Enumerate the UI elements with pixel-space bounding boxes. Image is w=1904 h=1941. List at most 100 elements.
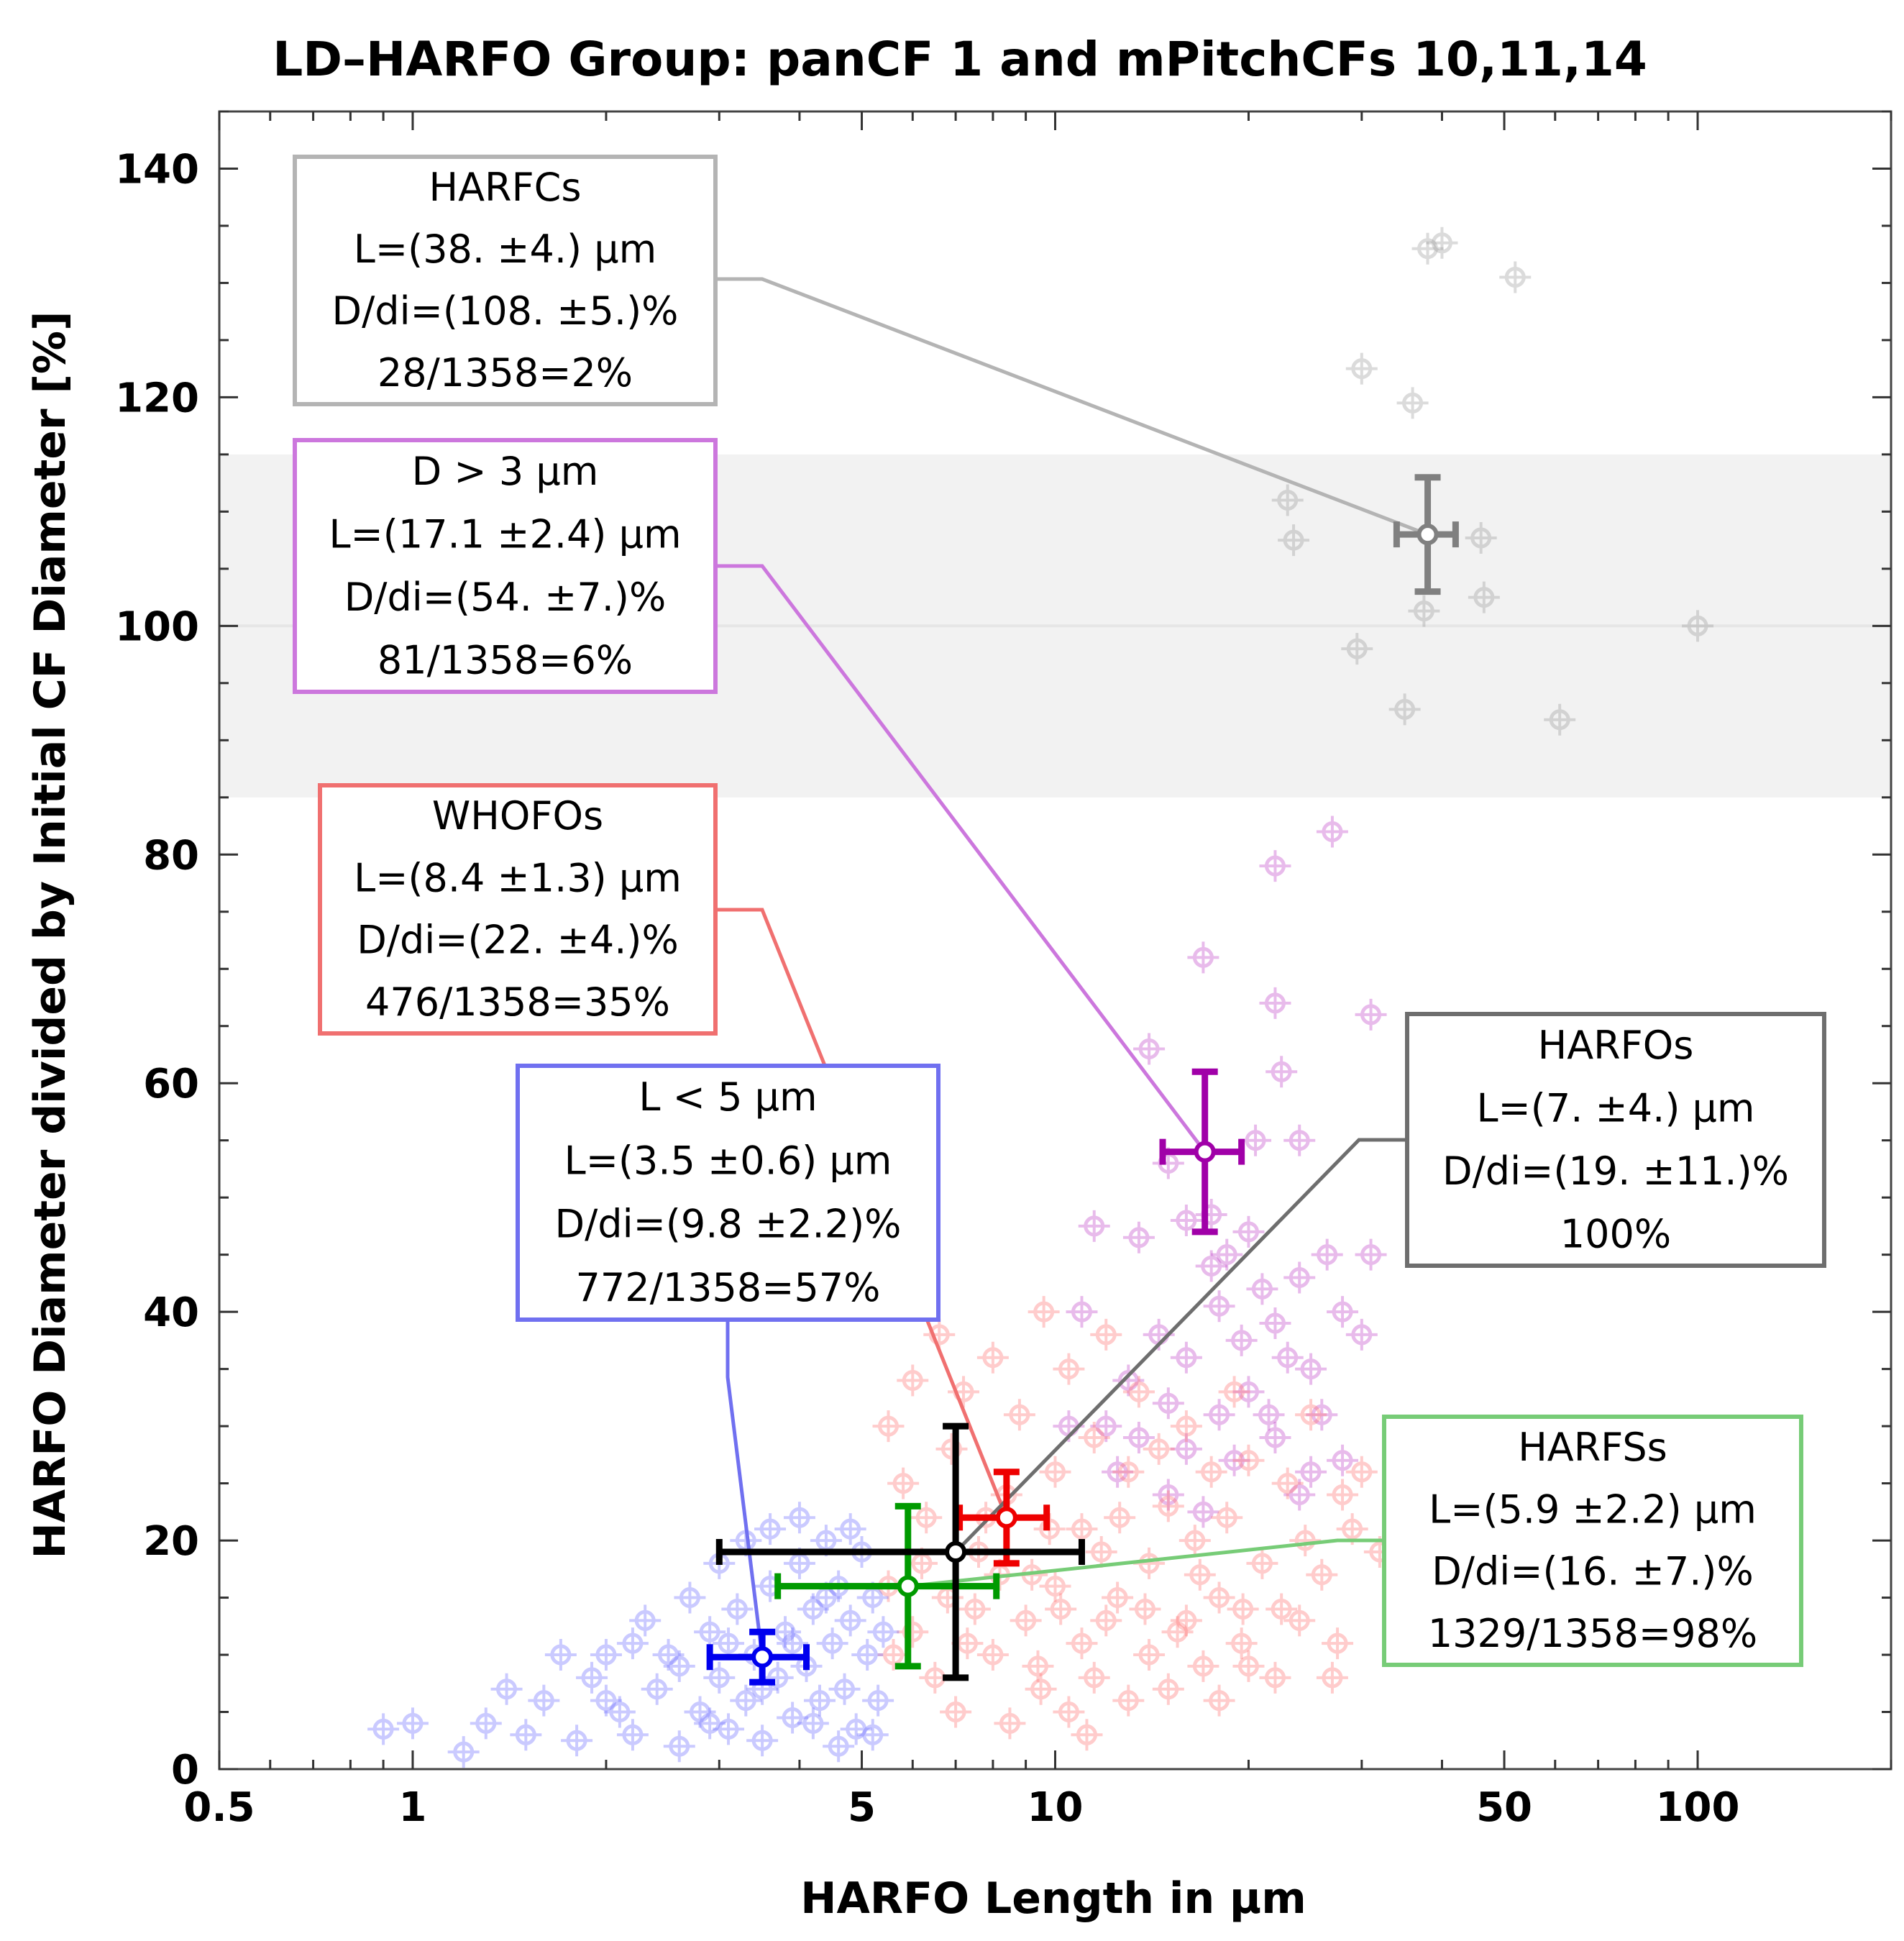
point-marker [1117, 1461, 1139, 1483]
point-marker [1277, 489, 1299, 511]
data-point-whofos-56 [1078, 1661, 1110, 1694]
data-point-whofos-33 [1232, 1444, 1265, 1476]
data-point-whofos-49 [976, 1639, 1009, 1671]
point-marker [1342, 1518, 1363, 1540]
data-point-d_gt_3-48 [1187, 1496, 1219, 1528]
data-point-d_gt_3-45 [1306, 1399, 1338, 1431]
data-point-whofos-30 [1211, 1502, 1243, 1534]
data-point-whofos-5 [935, 1433, 968, 1465]
point-marker [496, 1679, 518, 1700]
data-point-whofos-62 [1203, 1684, 1235, 1717]
point-marker [1128, 1227, 1150, 1248]
point-marker [1289, 1484, 1310, 1505]
data-point-whofos-17 [1090, 1318, 1122, 1351]
data-point-d_gt_3-4 [1133, 1033, 1166, 1065]
y-tick-label-0: 0 [171, 1747, 199, 1794]
data-point-l_lt_5-32 [840, 1713, 872, 1745]
point-marker [1107, 1461, 1128, 1483]
summary-marker [897, 1575, 919, 1597]
point-marker [1176, 1438, 1197, 1460]
data-point-d_gt_3-15 [1211, 1238, 1243, 1271]
data-point-l_lt_5-22 [777, 1702, 809, 1734]
point-marker [1251, 1278, 1273, 1300]
point-marker [708, 1667, 730, 1689]
data-point-d_gt_3-36 [1259, 1422, 1291, 1453]
x-axis-label: HARFO Length in µm [800, 1873, 1306, 1924]
point-marker [1277, 1473, 1299, 1494]
point-marker [1237, 1381, 1259, 1402]
point-marker [1317, 1244, 1338, 1266]
point-marker [1176, 1415, 1197, 1437]
point-marker [1209, 1404, 1230, 1425]
point-marker [1050, 1598, 1071, 1620]
point-marker [1283, 529, 1304, 551]
point-marker [679, 1587, 700, 1609]
point-marker [872, 1621, 894, 1643]
data-point-d_gt_3-25 [1295, 1353, 1327, 1385]
data-point-d_gt_3-43 [1327, 1444, 1359, 1476]
point-marker [767, 1667, 789, 1689]
point-marker [759, 1518, 781, 1540]
annotation-text-harfcs-3: 28/1358=2% [377, 350, 633, 396]
data-point-whofos-35 [1259, 1661, 1291, 1694]
point-marker [834, 1679, 856, 1700]
point-marker [699, 1621, 720, 1643]
point-marker [1237, 1655, 1259, 1677]
data-point-l_lt_5-31 [834, 1604, 866, 1637]
data-point-whofos-14 [1053, 1353, 1085, 1385]
data-point-whofos-80 [1265, 1593, 1298, 1625]
data-point-l_lt_5-13 [703, 1661, 736, 1694]
annotation-text-d_gt_3-3: 81/1358=6% [377, 637, 633, 682]
point-marker [809, 1690, 830, 1712]
data-point-l_lt_5-47 [490, 1673, 523, 1705]
point-marker [1176, 1347, 1197, 1369]
point-marker [846, 1718, 867, 1740]
data-point-harfcs-1 [1426, 227, 1458, 259]
point-marker [1076, 1724, 1097, 1745]
x-tick-label-0: 0.5 [183, 1784, 255, 1831]
data-point-l_lt_5-54 [823, 1730, 855, 1763]
point-marker [1327, 1632, 1348, 1654]
data-point-whofos-37 [1283, 1604, 1316, 1637]
data-point-whofos-26 [1178, 1525, 1211, 1557]
point-marker [1216, 1507, 1237, 1528]
data-point-whofos-47 [940, 1696, 972, 1728]
point-marker [1687, 615, 1708, 636]
point-marker [669, 1655, 690, 1677]
summary-markers [706, 474, 1459, 1686]
data-point-harfcs-6 [1278, 524, 1310, 557]
data-point-whofos-36 [1271, 1467, 1304, 1499]
data-point-whofos-50 [994, 1707, 1026, 1740]
data-point-l_lt_5-6 [603, 1696, 636, 1728]
data-point-whofos-59 [1133, 1639, 1166, 1671]
point-marker [1271, 1598, 1292, 1620]
data-point-harfcs-10 [1341, 633, 1373, 665]
annotation-text-d_gt_3-0: D > 3 µm [412, 449, 599, 494]
data-point-whofos-10 [1003, 1399, 1035, 1431]
data-point-whofos-77 [1129, 1593, 1161, 1625]
annotation-text-harfss-1: L=(5.9 ±2.2) µm [1429, 1486, 1757, 1532]
y-tick-label-6: 120 [115, 375, 199, 421]
point-marker [634, 1609, 656, 1631]
data-point-whofos-60 [1152, 1673, 1184, 1705]
data-point-whofos-39 [1306, 1558, 1338, 1591]
annotation-text-harfos-3: 100% [1560, 1211, 1671, 1256]
point-marker [1294, 1530, 1316, 1551]
point-marker [1176, 1609, 1197, 1631]
point-marker [1300, 1461, 1322, 1483]
data-point-l_lt_5-50 [663, 1650, 695, 1682]
annotation-text-harfss-3: 1329/1358=98% [1428, 1611, 1757, 1656]
point-marker [1232, 1598, 1254, 1620]
data-point-l_lt_5-16 [730, 1684, 762, 1717]
point-marker [533, 1690, 554, 1712]
summary-harfcs_mean [1393, 474, 1459, 595]
point-marker [1091, 1541, 1112, 1563]
point-marker [802, 1598, 824, 1620]
point-marker [1071, 1518, 1092, 1540]
annotation-text-whofos-2: D/di=(22. ±4.)% [357, 918, 679, 963]
data-point-l_lt_5-4 [561, 1725, 593, 1757]
y-tick-label-3: 60 [143, 1061, 199, 1107]
data-point-d_gt_3-31 [1078, 1210, 1110, 1242]
point-marker [1084, 1215, 1105, 1237]
leader-harfos [954, 1138, 1407, 1553]
